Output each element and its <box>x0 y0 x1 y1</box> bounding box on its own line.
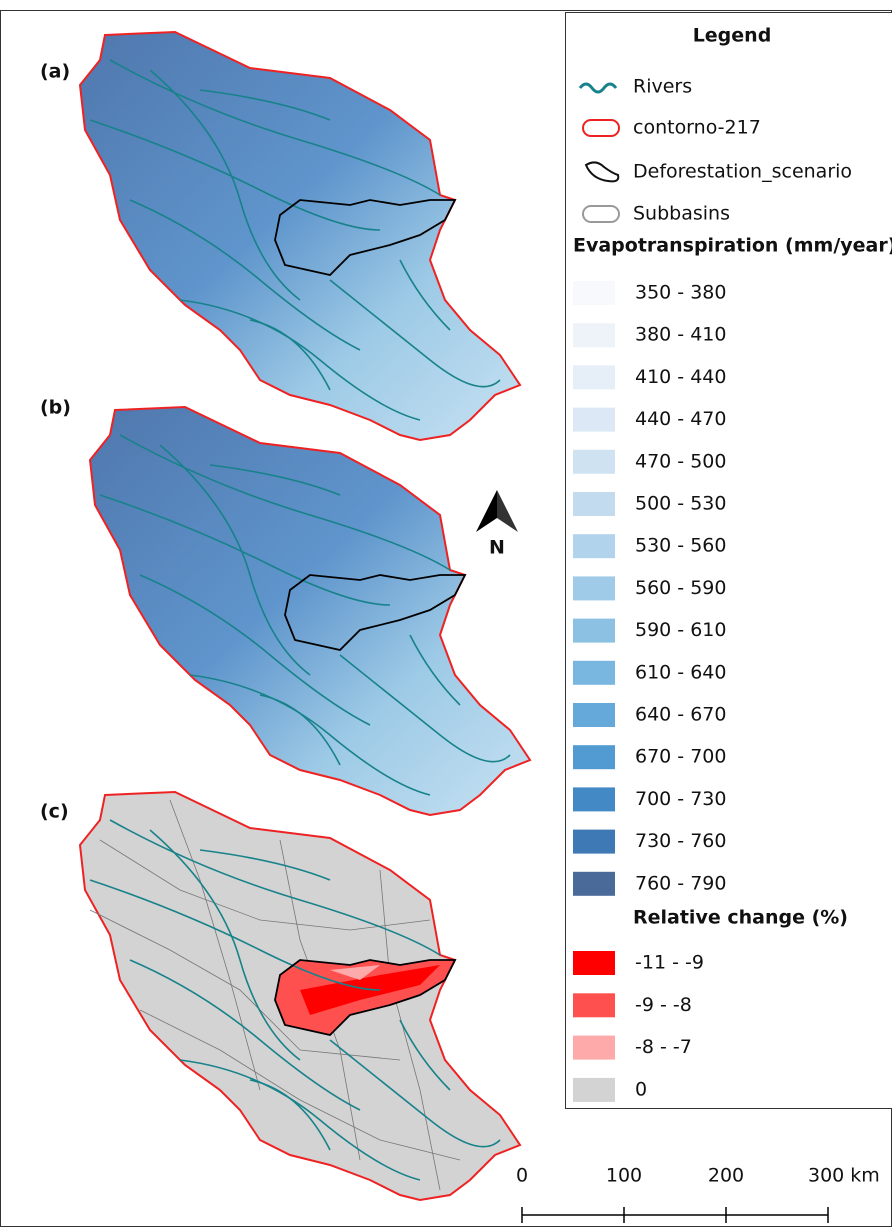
et-label: 610 - 640 <box>635 661 726 683</box>
et-swatch <box>573 365 615 389</box>
et-label: 760 - 790 <box>635 872 726 894</box>
panel-c <box>80 792 520 1200</box>
et-swatch <box>573 450 615 474</box>
scale-bar <box>522 1207 828 1223</box>
legend-layer: Subbasins <box>633 203 730 225</box>
et-swatch <box>573 703 615 727</box>
et-swatch <box>573 576 615 600</box>
et-swatch <box>573 745 615 769</box>
legend-layer: Deforestation_scenario <box>633 161 852 183</box>
rc-title: Relative change (%) <box>633 907 848 929</box>
panel-label: (a) <box>40 61 70 83</box>
et-label: 560 - 590 <box>635 577 726 599</box>
et-swatch <box>573 534 615 558</box>
et-label: 470 - 500 <box>635 450 726 472</box>
scale-label: 100 <box>606 1165 642 1187</box>
et-label: 640 - 670 <box>635 704 726 726</box>
panel-b <box>90 407 530 815</box>
et-label: 530 - 560 <box>635 535 726 557</box>
panel-label: (b) <box>40 397 71 419</box>
rc-swatch <box>573 1078 615 1102</box>
rc-label: -8 - -7 <box>635 1036 692 1058</box>
panel-label: (c) <box>40 801 69 823</box>
et-swatch <box>573 830 615 854</box>
et-swatch <box>573 661 615 685</box>
north-label: N <box>489 537 505 559</box>
rc-label: -11 - -9 <box>635 952 704 974</box>
scale-label: 0 <box>516 1165 528 1187</box>
et-label: 700 - 730 <box>635 788 726 810</box>
et-label: 590 - 610 <box>635 619 726 641</box>
legend-layer: Rivers <box>633 76 692 98</box>
rc-swatch <box>573 951 615 975</box>
et-label: 440 - 470 <box>635 408 726 430</box>
et-swatch <box>573 323 615 347</box>
rc-label: -9 - -8 <box>635 994 692 1016</box>
scale-label: 300 km <box>808 1165 880 1187</box>
et-label: 380 - 410 <box>635 324 726 346</box>
et-swatch <box>573 408 615 432</box>
et-swatch <box>573 492 615 516</box>
et-label: 410 - 440 <box>635 366 726 388</box>
et-label: 500 - 530 <box>635 493 726 515</box>
legend-layer: contorno-217 <box>633 117 761 139</box>
rc-label: 0 <box>635 1078 647 1100</box>
et-label: 670 - 700 <box>635 746 726 768</box>
rc-swatch <box>573 1036 615 1060</box>
et-label: 730 - 760 <box>635 830 726 852</box>
legend-title: Legend <box>693 25 772 47</box>
et-title: Evapotranspiration (mm/year) <box>573 235 892 257</box>
et-label: 350 - 380 <box>635 282 726 304</box>
et-swatch <box>573 872 615 896</box>
panel-a <box>80 32 520 440</box>
rc-swatch <box>573 993 615 1017</box>
et-swatch <box>573 619 615 643</box>
et-swatch <box>573 281 615 305</box>
scale-label: 200 <box>708 1165 744 1187</box>
north-arrow: N <box>476 490 518 559</box>
et-swatch <box>573 787 615 811</box>
